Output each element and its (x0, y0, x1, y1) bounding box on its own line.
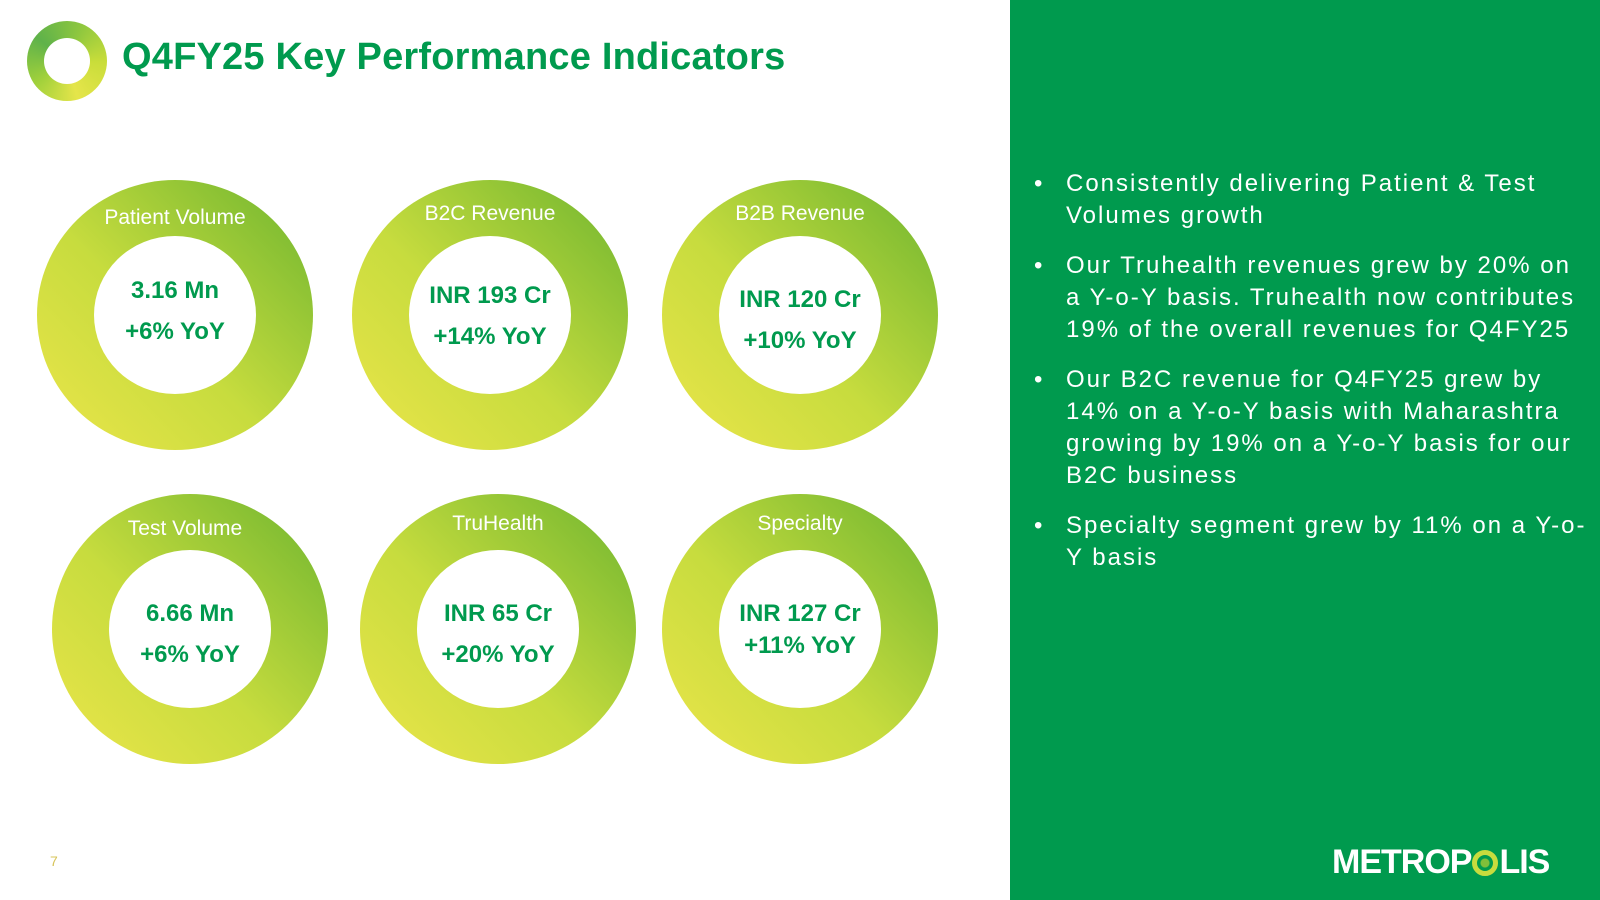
summary-panel: • Consistently delivering Patient & Test… (1010, 0, 1600, 900)
kpi-label: Patient Volume (104, 206, 246, 229)
summary-bullets: • Consistently delivering Patient & Test… (1028, 168, 1588, 592)
metropolis-logo: METROP LIS (1332, 843, 1550, 882)
kpi-patient-volume: Patient Volume 3.16 Mn +6% YoY (37, 180, 313, 450)
kpi-yoy: +11% YoY (744, 632, 856, 659)
kpi-value: 6.66 Mn (145, 600, 235, 627)
bullet-text: Our Truhealth revenues grew by 20% on a … (1066, 252, 1576, 343)
kpi-test-volume: Test Volume 6.66 Mn +6% YoY (52, 494, 328, 764)
bullet-marker: • (1034, 170, 1045, 197)
kpi-label: TruHealth (452, 512, 544, 535)
kpi-yoy: +14% YoY (433, 323, 547, 350)
kpi-b2c-revenue: B2C Revenue INR 193 Cr +14% YoY (352, 180, 628, 450)
bullet-item: • Specialty segment grew by 11% on a Y-o… (1028, 510, 1588, 574)
kpi-value: 3.16 Mn (130, 277, 220, 304)
donut-hole (409, 236, 571, 394)
title-ring-icon (27, 21, 107, 101)
kpi-value: INR 127 Cr (739, 600, 861, 627)
bullet-item: • Our Truhealth revenues grew by 20% on … (1028, 250, 1588, 346)
donut-hole (94, 236, 256, 394)
kpi-label: Specialty (757, 512, 843, 535)
kpi-yoy: +6% YoY (140, 641, 240, 668)
bullet-text: Consistently delivering Patient & Test V… (1066, 170, 1537, 229)
bullet-marker: • (1034, 366, 1045, 393)
bullet-marker: • (1034, 252, 1045, 279)
kpi-yoy: +6% YoY (125, 318, 225, 345)
logo-text-part1: METROP (1332, 843, 1472, 881)
bullet-marker: • (1034, 512, 1045, 539)
kpi-yoy: +10% YoY (743, 327, 857, 354)
bullet-text: Specialty segment grew by 11% on a Y-o-Y… (1066, 512, 1587, 571)
kpi-label: B2C Revenue (424, 202, 556, 225)
kpi-truhealth: TruHealth INR 65 Cr +20% YoY (360, 494, 636, 764)
logo-o-icon (1472, 849, 1499, 876)
donut-hole (109, 550, 271, 708)
page-number: 7 (50, 853, 58, 869)
bullet-item: • Consistently delivering Patient & Test… (1028, 168, 1588, 232)
donut-hole (719, 236, 881, 394)
kpi-yoy: +20% YoY (441, 641, 555, 668)
page-title: Q4FY25 Key Performance Indicators (122, 36, 786, 78)
bullet-item: • Our B2C revenue for Q4FY25 grew by 14%… (1028, 364, 1588, 492)
bullet-text: Our B2C revenue for Q4FY25 grew by 14% o… (1066, 366, 1572, 489)
kpi-value: INR 120 Cr (739, 286, 861, 313)
kpi-label: B2B Revenue (735, 202, 865, 225)
kpi-b2b-revenue: B2B Revenue INR 120 Cr +10% YoY (662, 180, 938, 450)
logo-text-part2: LIS (1499, 843, 1550, 881)
kpi-value: INR 65 Cr (443, 600, 553, 627)
kpi-specialty: Specialty INR 127 Cr +11% YoY (662, 494, 938, 764)
kpi-value: INR 193 Cr (429, 282, 551, 309)
kpi-label: Test Volume (127, 517, 243, 540)
donut-hole (719, 550, 881, 708)
donut-hole (417, 550, 579, 708)
